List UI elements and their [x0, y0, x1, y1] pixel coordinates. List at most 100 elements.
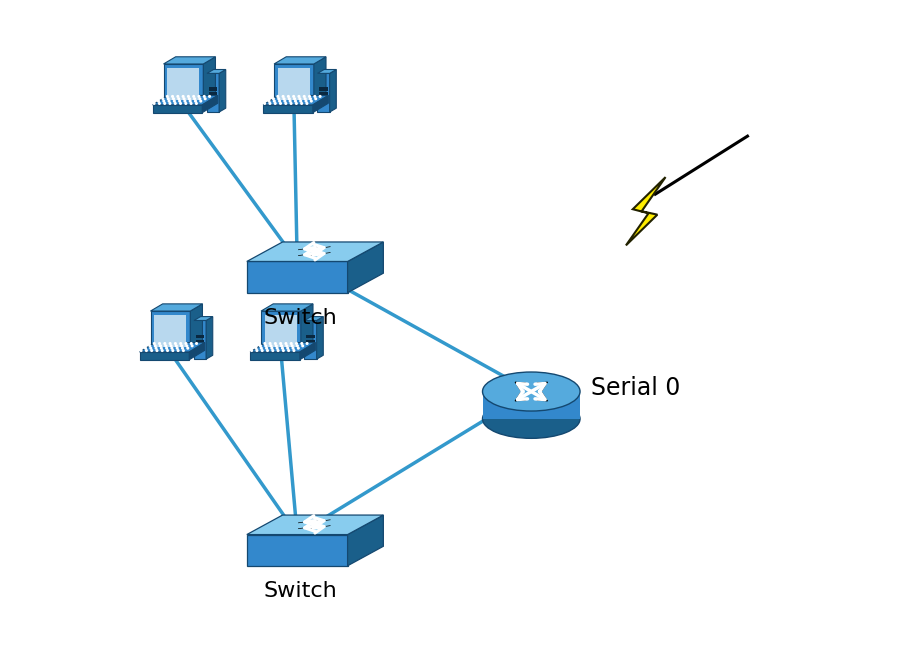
Circle shape	[177, 350, 179, 351]
Polygon shape	[347, 242, 383, 293]
Polygon shape	[150, 304, 202, 311]
Circle shape	[170, 345, 172, 347]
Polygon shape	[250, 343, 315, 352]
Polygon shape	[304, 317, 323, 321]
Circle shape	[149, 345, 150, 347]
Circle shape	[146, 350, 148, 351]
Polygon shape	[150, 311, 190, 350]
Circle shape	[298, 347, 299, 349]
Polygon shape	[320, 88, 328, 91]
Circle shape	[296, 343, 297, 344]
Circle shape	[306, 103, 308, 104]
Circle shape	[176, 347, 178, 349]
Text: Serial 0: Serial 0	[591, 376, 680, 400]
Circle shape	[204, 98, 206, 100]
Circle shape	[179, 101, 181, 102]
Circle shape	[275, 345, 277, 347]
Circle shape	[265, 345, 266, 347]
Circle shape	[174, 101, 176, 102]
Circle shape	[190, 103, 192, 104]
Polygon shape	[306, 334, 315, 338]
Polygon shape	[275, 350, 286, 354]
Polygon shape	[164, 57, 215, 64]
Circle shape	[180, 343, 182, 344]
Circle shape	[164, 343, 166, 344]
Polygon shape	[153, 105, 202, 112]
Circle shape	[169, 103, 171, 104]
Circle shape	[158, 343, 160, 344]
Circle shape	[161, 350, 163, 351]
Circle shape	[154, 345, 156, 347]
Polygon shape	[247, 242, 383, 261]
Polygon shape	[313, 95, 328, 112]
Polygon shape	[261, 304, 313, 311]
Circle shape	[251, 350, 253, 351]
Circle shape	[294, 101, 296, 102]
Circle shape	[277, 95, 279, 97]
Circle shape	[291, 343, 292, 344]
Circle shape	[158, 103, 160, 104]
Circle shape	[293, 98, 295, 100]
Circle shape	[264, 343, 266, 344]
Polygon shape	[190, 304, 203, 350]
Circle shape	[153, 103, 155, 104]
Circle shape	[286, 345, 288, 347]
Polygon shape	[300, 343, 315, 360]
Circle shape	[274, 101, 275, 102]
Polygon shape	[278, 68, 310, 99]
Polygon shape	[164, 64, 203, 103]
Polygon shape	[153, 95, 218, 105]
Circle shape	[193, 95, 194, 97]
Circle shape	[310, 101, 312, 102]
Polygon shape	[203, 57, 215, 103]
Polygon shape	[347, 515, 383, 565]
Circle shape	[288, 350, 290, 351]
Circle shape	[280, 343, 282, 344]
Circle shape	[277, 350, 279, 351]
Circle shape	[259, 345, 261, 347]
Circle shape	[278, 98, 280, 100]
Circle shape	[293, 350, 295, 351]
Circle shape	[271, 347, 273, 349]
Polygon shape	[196, 334, 204, 338]
Polygon shape	[247, 535, 347, 565]
Polygon shape	[306, 340, 315, 343]
Circle shape	[287, 95, 289, 97]
Circle shape	[186, 345, 188, 347]
Circle shape	[151, 350, 152, 351]
Circle shape	[183, 350, 184, 351]
Text: Switch: Switch	[264, 581, 338, 601]
Circle shape	[276, 347, 278, 349]
Polygon shape	[263, 95, 328, 105]
Circle shape	[266, 347, 267, 349]
Circle shape	[280, 103, 282, 104]
Polygon shape	[318, 69, 337, 73]
Circle shape	[172, 350, 174, 351]
Circle shape	[301, 103, 302, 104]
Polygon shape	[482, 392, 580, 419]
Circle shape	[290, 101, 291, 102]
Circle shape	[279, 101, 281, 102]
Polygon shape	[301, 304, 313, 350]
Circle shape	[283, 95, 284, 97]
Circle shape	[171, 347, 173, 349]
Polygon shape	[206, 317, 212, 359]
Polygon shape	[207, 69, 226, 73]
Polygon shape	[304, 321, 317, 359]
Circle shape	[314, 95, 316, 97]
Circle shape	[192, 345, 193, 347]
Polygon shape	[207, 73, 219, 112]
Circle shape	[173, 98, 175, 100]
Polygon shape	[317, 317, 323, 359]
Circle shape	[180, 103, 182, 104]
Circle shape	[269, 343, 271, 344]
Circle shape	[281, 345, 283, 347]
Circle shape	[156, 350, 158, 351]
Polygon shape	[274, 57, 326, 64]
Circle shape	[183, 95, 184, 97]
Circle shape	[306, 343, 308, 344]
Circle shape	[164, 103, 166, 104]
Polygon shape	[202, 95, 218, 112]
Circle shape	[272, 350, 274, 351]
Circle shape	[273, 98, 274, 100]
